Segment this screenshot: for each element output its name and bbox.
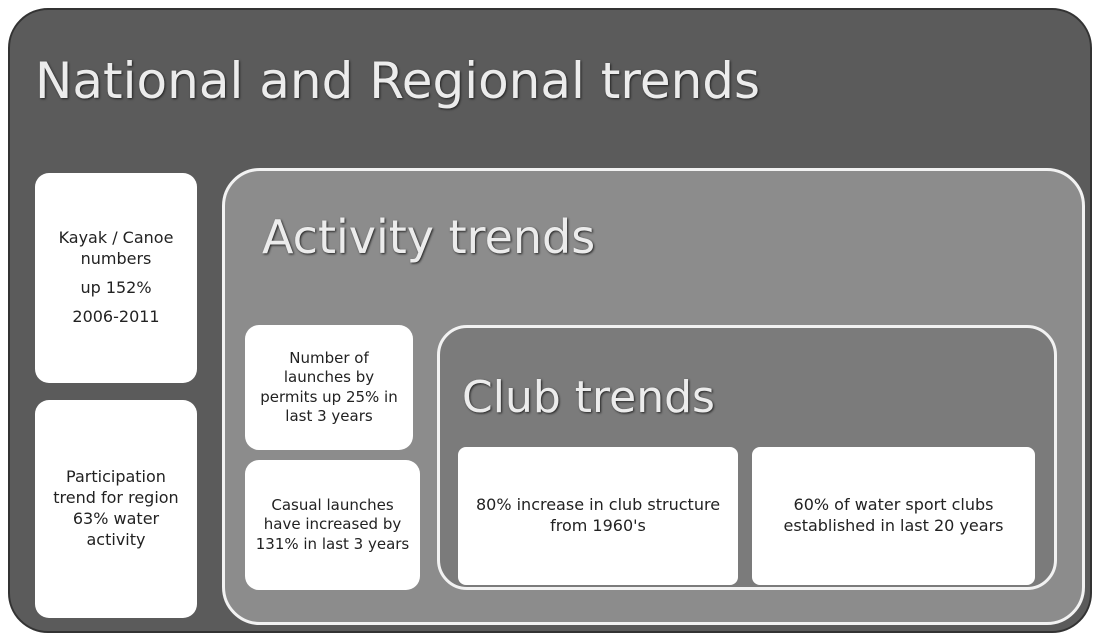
club-title: Club trends (462, 372, 715, 423)
box-text: up 152% (80, 278, 152, 297)
box-text: Number of launches by permits up 25% in … (260, 348, 398, 426)
side-box: Kayak / Canoe numbers up 152% 2006-2011 (35, 173, 197, 383)
activity-title: Activity trends (262, 210, 596, 264)
side-box: Participation trend for region 63% water… (35, 400, 197, 618)
box-text: 2006-2011 (72, 306, 160, 326)
main-title: National and Regional trends (35, 52, 761, 110)
box-text: Casual launches have increased by 131% i… (255, 495, 410, 553)
club-box: 60% of water sport clubs established in … (752, 447, 1035, 585)
activity-box: Number of launches by permits up 25% in … (245, 325, 413, 450)
box-text: Kayak / Canoe numbers (58, 228, 174, 269)
box-text: 60% of water sport clubs established in … (783, 495, 1004, 535)
club-box: 80% increase in club structure from 1960… (458, 447, 738, 585)
activity-box: Casual launches have increased by 131% i… (245, 460, 420, 590)
box-text: 80% increase in club structure from 1960… (475, 495, 721, 535)
box-text: Participation trend for region 63% water… (53, 467, 179, 549)
